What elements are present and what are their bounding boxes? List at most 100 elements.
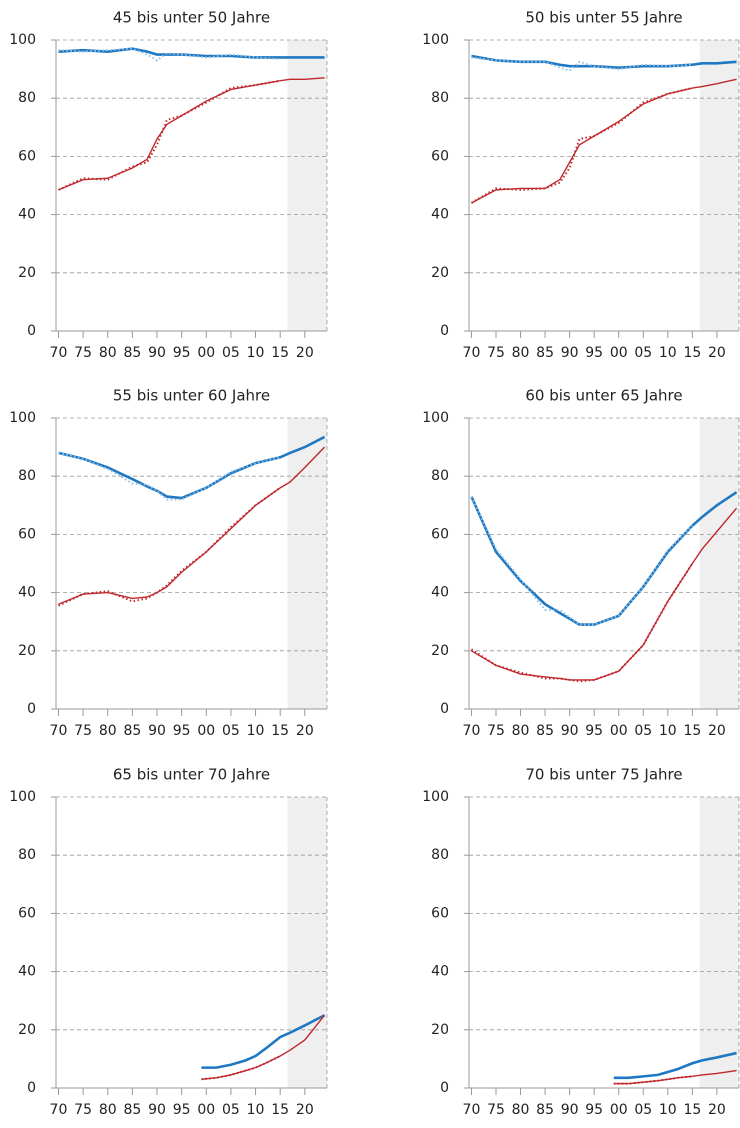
panel-title: 50 bis unter 55 Jahre — [525, 9, 682, 27]
forecast-shade — [699, 40, 739, 331]
trend-line — [613, 1069, 737, 1085]
y-tick-label: 100 — [422, 410, 449, 426]
x-tick-label: 95 — [173, 723, 191, 739]
x-tick-label: 70 — [50, 1102, 68, 1118]
x-tick-label: 80 — [512, 1102, 530, 1118]
x-tick-label: 85 — [536, 1102, 554, 1118]
x-tick-label: 75 — [487, 723, 505, 739]
y-tick-label: 40 — [18, 585, 36, 601]
x-tick-label: 15 — [271, 1102, 289, 1118]
y-tick-label: 0 — [440, 1080, 449, 1096]
x-tick-label: 75 — [74, 723, 92, 739]
x-tick-label: 80 — [99, 723, 117, 739]
x-tick-label: 00 — [610, 723, 628, 739]
y-tick-label: 0 — [440, 701, 449, 717]
y-tick-label: 20 — [18, 643, 36, 659]
x-tick-label: 95 — [585, 345, 603, 361]
x-tick-label: 15 — [271, 723, 289, 739]
trend-line — [471, 507, 738, 681]
y-tick-label: 100 — [9, 789, 36, 805]
x-tick-label: 05 — [634, 345, 652, 361]
x-tick-label: 20 — [708, 723, 726, 739]
y-tick-label: 80 — [18, 847, 36, 863]
y-tick-label: 20 — [18, 1022, 36, 1038]
x-tick-label: 85 — [536, 345, 554, 361]
x-tick-label: 80 — [99, 345, 117, 361]
y-tick-label: 20 — [18, 265, 36, 281]
x-tick-label: 70 — [463, 345, 481, 361]
observed-line — [613, 1075, 693, 1085]
trend-line — [201, 1014, 326, 1069]
x-tick-label: 00 — [197, 1102, 215, 1118]
forecast-shade — [287, 418, 327, 709]
trend-line — [58, 435, 326, 500]
y-tick-label: 0 — [27, 701, 36, 717]
y-tick-label: 20 — [431, 265, 449, 281]
panel-title: 70 bis unter 75 Jahre — [525, 766, 682, 784]
x-tick-label: 05 — [222, 1102, 240, 1118]
observed-line — [470, 496, 694, 626]
x-tick-label: 95 — [173, 1102, 191, 1118]
panel-title: 60 bis unter 65 Jahre — [525, 387, 682, 405]
x-tick-label: 75 — [487, 1102, 505, 1118]
x-tick-label: 00 — [197, 345, 215, 361]
x-tick-label: 90 — [561, 723, 579, 739]
x-tick-label: 10 — [247, 345, 265, 361]
x-tick-label: 10 — [659, 345, 677, 361]
x-tick-label: 00 — [610, 345, 628, 361]
x-tick-label: 70 — [463, 1102, 481, 1118]
y-tick-label: 40 — [431, 207, 449, 223]
y-tick-label: 100 — [422, 789, 449, 805]
x-tick-label: 10 — [247, 1102, 265, 1118]
x-tick-label: 15 — [683, 345, 701, 361]
x-tick-label: 75 — [74, 345, 92, 361]
trend-line — [58, 446, 326, 605]
observed-line — [470, 87, 693, 204]
x-tick-label: 15 — [271, 345, 289, 361]
x-tick-label: 20 — [296, 345, 314, 361]
y-tick-label: 80 — [431, 90, 449, 106]
x-tick-label: 80 — [512, 345, 530, 361]
observed-line — [58, 47, 281, 62]
x-tick-label: 05 — [634, 723, 652, 739]
y-tick-label: 60 — [431, 526, 449, 542]
x-tick-label: 00 — [610, 1102, 628, 1118]
x-tick-label: 90 — [148, 723, 166, 739]
x-tick-label: 15 — [683, 723, 701, 739]
x-tick-label: 05 — [222, 345, 240, 361]
x-tick-label: 20 — [708, 345, 726, 361]
x-tick-label: 20 — [296, 723, 314, 739]
x-tick-label: 95 — [585, 1102, 603, 1118]
x-tick-label: 15 — [683, 1102, 701, 1118]
x-tick-label: 75 — [487, 345, 505, 361]
y-tick-label: 100 — [422, 32, 449, 48]
observed-line — [58, 79, 281, 191]
y-tick-label: 40 — [431, 585, 449, 601]
x-tick-label: 20 — [708, 1102, 726, 1118]
trend-line — [471, 54, 737, 69]
x-tick-label: 20 — [296, 1102, 314, 1118]
y-tick-label: 60 — [18, 148, 36, 164]
x-tick-label: 10 — [659, 1102, 677, 1118]
x-tick-label: 90 — [561, 345, 579, 361]
x-tick-label: 85 — [123, 723, 141, 739]
panel-title: 45 bis unter 50 Jahre — [113, 9, 270, 27]
y-tick-label: 100 — [9, 410, 36, 426]
trend-line — [58, 77, 325, 191]
x-tick-label: 70 — [50, 345, 68, 361]
forecast-shade — [287, 797, 327, 1088]
x-tick-label: 90 — [148, 1102, 166, 1118]
forecast-shade — [699, 418, 739, 709]
y-tick-label: 20 — [431, 1022, 449, 1038]
panel-title: 65 bis unter 70 Jahre — [113, 766, 270, 784]
x-tick-label: 80 — [99, 1102, 117, 1118]
trend-line — [613, 1051, 737, 1080]
y-tick-label: 100 — [9, 32, 36, 48]
x-tick-label: 70 — [50, 723, 68, 739]
x-tick-label: 85 — [123, 345, 141, 361]
y-tick-label: 40 — [18, 207, 36, 223]
y-tick-label: 80 — [18, 90, 36, 106]
y-tick-label: 60 — [18, 905, 36, 921]
y-tick-label: 0 — [440, 323, 449, 339]
y-tick-label: 80 — [431, 847, 449, 863]
